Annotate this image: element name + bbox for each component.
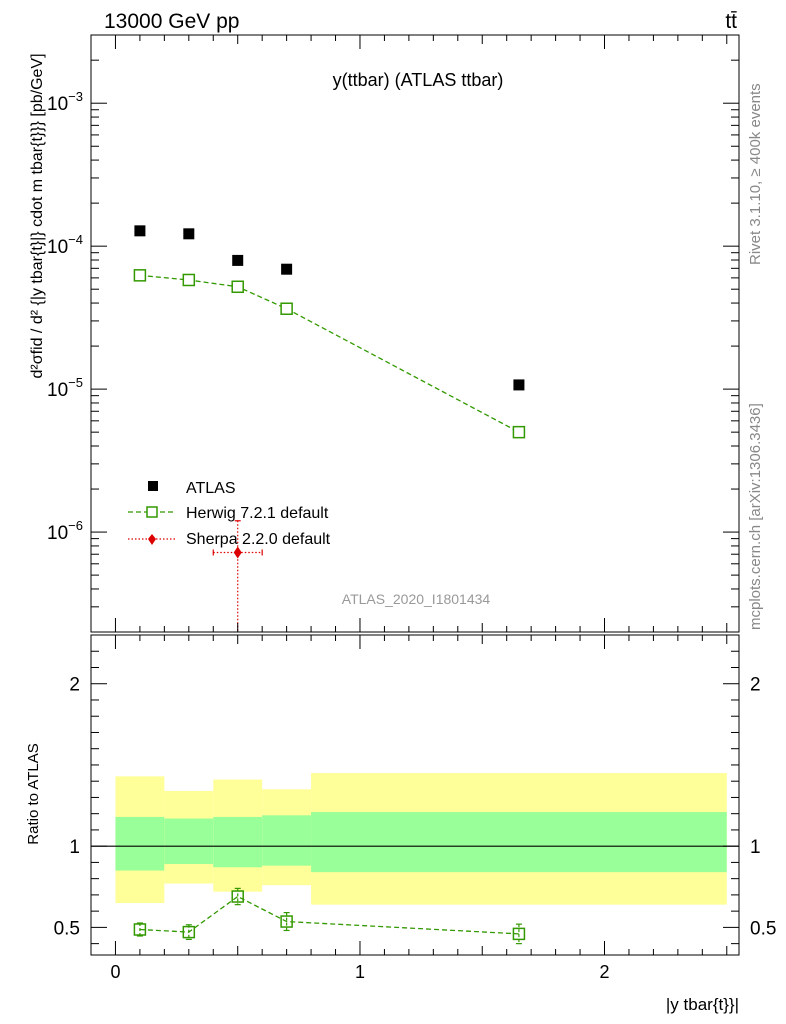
legend-herwig-marker xyxy=(146,506,158,518)
herwig-point xyxy=(182,273,196,287)
legend-entry-atlas: ATLAS xyxy=(148,480,236,497)
legend-atlas-label: ATLAS xyxy=(186,480,236,497)
herwig-ratio-point xyxy=(133,923,147,936)
legend-atlas-marker xyxy=(148,481,158,491)
ratio-y-tick-label-right: 2 xyxy=(750,675,761,696)
atlas-point xyxy=(281,263,293,275)
main-y-tick-label: 10−5 xyxy=(47,375,83,401)
legend-entry-herwig: Herwig 7.2.1 default xyxy=(128,505,329,522)
main-y-axis-label: d²σfid / d² {|y tbar{t}|} cdot m tbar{t}… xyxy=(29,53,46,378)
herwig-ratio-line xyxy=(139,895,519,935)
legend: ATLAS Herwig 7.2.1 default Sherpa 2.2.0 … xyxy=(128,480,331,548)
rivet-label: Rivet 3.1.10, ≥ 400k events xyxy=(747,83,764,265)
atlas-point xyxy=(513,379,525,391)
ratio-y-ticks: 0.5 0.5 1 1 2 2 xyxy=(54,650,776,945)
atlas-point xyxy=(134,225,146,237)
ratio-x-ticks: 0 1 2 xyxy=(110,635,728,982)
main-y-tick-exponent: −6 xyxy=(68,518,83,533)
atlas-point xyxy=(232,254,244,266)
x-tick-label: 0 xyxy=(110,962,120,982)
legend-entry-sherpa: Sherpa 2.2.0 default xyxy=(128,531,331,548)
herwig-point xyxy=(512,425,526,439)
mcplots-label: mcplots.cern.ch [arXiv:1306.3436] xyxy=(747,403,764,630)
ratio-panel: 0 1 2 0.5 0.5 1 1 2 2 Ratio to ATLAS |y tbar{t}… xyxy=(25,634,776,1014)
main-y-tick-label: 10−3 xyxy=(47,89,83,115)
x-axis-label: |y tbar{t}}| xyxy=(666,995,739,1014)
ratio-y-tick-label: 0.5 xyxy=(54,918,80,939)
main-panel: 10−310−410−510−6 y(ttbar) (ATLAS ttbar) … xyxy=(29,34,740,633)
main-plot-area xyxy=(133,225,526,632)
legend-sherpa-label: Sherpa 2.2.0 default xyxy=(186,531,331,548)
main-y-tick-exponent: −3 xyxy=(68,89,83,104)
ratio-y-axis-label: Ratio to ATLAS xyxy=(25,743,42,844)
legend-herwig-label: Herwig 7.2.1 default xyxy=(186,505,329,522)
main-y-axis-title: d²σfid / d² {|y tbar{t}|} cdot m tbar{t}… xyxy=(29,53,46,378)
herwig-ratio-point xyxy=(231,890,244,903)
herwig-point xyxy=(133,269,147,282)
energy-label: 13000 GeV pp xyxy=(104,10,239,33)
main-y-tick-label: 10−4 xyxy=(47,232,83,258)
stat-uncertainty-band xyxy=(115,816,165,871)
legend-sherpa-marker xyxy=(148,534,156,545)
x-tick-label: 1 xyxy=(355,962,365,982)
herwig-point xyxy=(231,280,244,294)
x-tick-label: 2 xyxy=(600,962,610,982)
sherpa-point xyxy=(233,546,242,559)
ratio-plot-area xyxy=(91,773,739,945)
ratio-frame xyxy=(90,634,740,956)
ratio-y-tick-label-right: 0.5 xyxy=(750,918,776,939)
stat-uncertainty-band xyxy=(311,812,727,873)
herwig-point xyxy=(280,302,293,315)
herwig-ratio-point xyxy=(512,927,526,941)
ratio-y-tick-label: 2 xyxy=(69,675,80,696)
ratio-y-tick-label-right: 1 xyxy=(750,837,761,858)
herwig-line xyxy=(139,274,520,433)
analysis-watermark: ATLAS_2020_I1801434 xyxy=(342,591,491,607)
main-y-ticks: 10−3 10−4 10−5 10−6 xyxy=(47,34,739,633)
main-y-tick-exponent: −5 xyxy=(68,375,83,390)
stat-uncertainty-band xyxy=(164,818,214,865)
main-frame xyxy=(90,34,740,633)
main-y-tick-exponent: −4 xyxy=(68,232,83,247)
stat-uncertainty-band xyxy=(213,816,263,868)
stat-uncertainty-band xyxy=(262,815,312,866)
plot-title: y(ttbar) (ATLAS ttbar) xyxy=(333,70,504,90)
atlas-point xyxy=(183,228,195,240)
main-x-ticks xyxy=(114,35,728,632)
process-label: tt̄ xyxy=(725,10,737,33)
ratio-y-tick-label: 1 xyxy=(69,837,80,858)
main-y-tick-label: 10−6 xyxy=(47,518,83,544)
herwig-ratio-point xyxy=(280,915,293,928)
herwig-ratio-point xyxy=(182,925,196,939)
